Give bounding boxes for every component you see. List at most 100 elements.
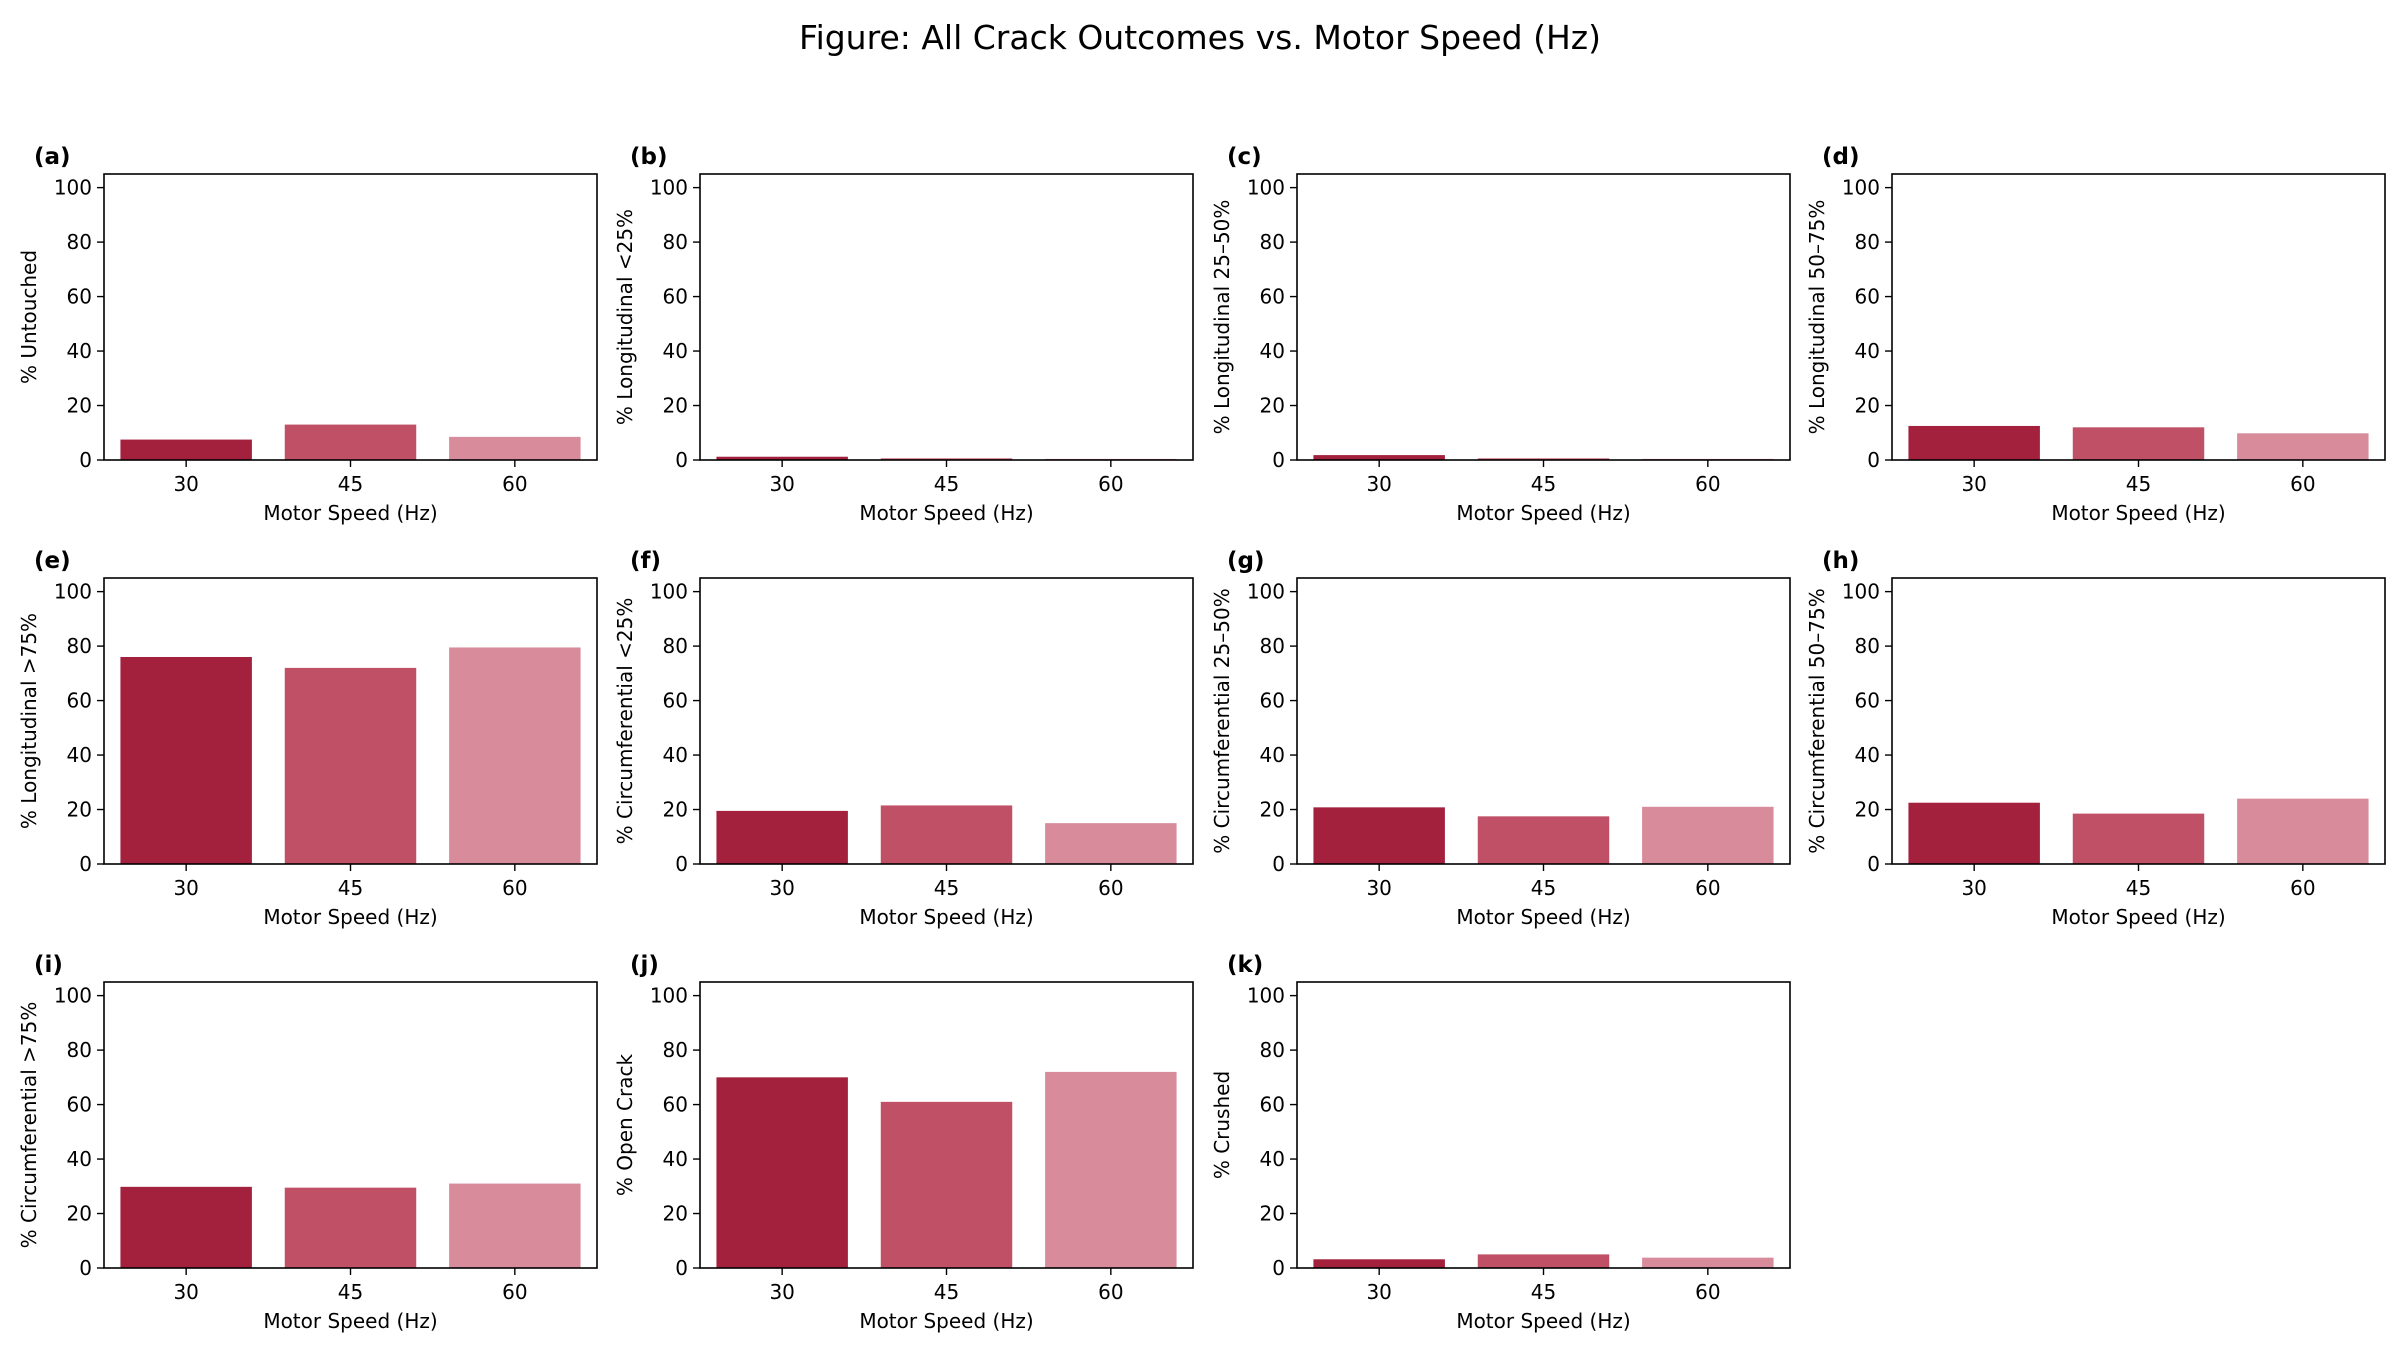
bar-45	[1477, 1254, 1610, 1268]
x-tick-label: 45	[338, 472, 363, 496]
y-tick-label: 100	[650, 984, 688, 1008]
x-axis-label: Motor Speed (Hz)	[2051, 905, 2225, 929]
bar-60	[1642, 806, 1774, 864]
x-tick-label: 45	[338, 876, 363, 900]
y-tick-label: 0	[675, 1256, 688, 1280]
y-tick-label: 80	[663, 1038, 688, 1062]
x-tick-label: 30	[173, 1280, 198, 1304]
x-tick-label: 45	[1531, 1280, 1556, 1304]
y-tick-label: 60	[1855, 285, 1880, 309]
y-tick-label: 0	[1272, 852, 1285, 876]
y-tick-label: 100	[1842, 580, 1880, 604]
bar-30	[120, 656, 252, 864]
panel-label: (i)	[34, 952, 63, 978]
bar-60	[1045, 823, 1177, 864]
axes-frame	[699, 173, 1194, 461]
subplot-d: 0 20 40 60 80 100 30 45 60 Motor Speed (Hz) % Long…	[1805, 144, 2386, 525]
panel-label: (f)	[630, 548, 661, 574]
y-tick-label: 40	[67, 339, 92, 363]
y-tick-label: 60	[67, 285, 92, 309]
y-tick-label: 60	[67, 689, 92, 713]
panel-label: (b)	[630, 144, 668, 170]
subplot-a: 0 20 40 60 80 100 30 45 60 Motor Speed (Hz) % Unto…	[17, 144, 598, 525]
x-tick-label: 45	[2126, 876, 2151, 900]
x-tick-label: 45	[934, 876, 959, 900]
x-tick-label: 45	[2126, 472, 2151, 496]
y-tick-label: 0	[1867, 448, 1880, 472]
bar-30	[1908, 802, 2040, 864]
y-axis-label: % Untouched	[17, 250, 41, 384]
x-tick-label: 45	[1531, 876, 1556, 900]
y-axis-label: % Circumferential 50–75%	[1805, 588, 1829, 853]
y-tick-label: 20	[1855, 798, 1880, 822]
x-tick-label: 30	[1366, 1280, 1391, 1304]
x-tick-label: 30	[769, 472, 794, 496]
y-tick-label: 40	[663, 339, 688, 363]
x-axis-label: Motor Speed (Hz)	[859, 1309, 1033, 1333]
bar-30	[716, 456, 848, 460]
y-tick-label: 80	[67, 1038, 92, 1062]
y-tick-label: 100	[54, 984, 92, 1008]
x-tick-label: 60	[1098, 876, 1123, 900]
y-axis-label: % Longitudinal 50–75%	[1805, 200, 1829, 435]
panel-label: (a)	[34, 144, 71, 170]
subplot-i: 0 20 40 60 80 100 30 45 60 Motor Speed (Hz) % Circ…	[17, 952, 598, 1333]
y-tick-label: 20	[663, 1202, 688, 1226]
panel-label: (d)	[1822, 144, 1860, 170]
y-tick-label: 20	[67, 1202, 92, 1226]
y-tick-label: 60	[1260, 285, 1285, 309]
subplot-c: 0 20 40 60 80 100 30 45 60 Motor Speed (Hz) % Long…	[1210, 144, 1791, 525]
y-tick-label: 20	[67, 798, 92, 822]
y-tick-label: 40	[1855, 339, 1880, 363]
x-axis-label: Motor Speed (Hz)	[1456, 501, 1630, 525]
y-tick-label: 20	[67, 394, 92, 418]
y-axis-label: % Circumferential >75%	[17, 1002, 41, 1249]
x-tick-label: 60	[1098, 472, 1123, 496]
bar-45	[880, 805, 1013, 864]
x-axis-label: Motor Speed (Hz)	[2051, 501, 2225, 525]
y-tick-label: 100	[54, 580, 92, 604]
y-tick-label: 80	[1260, 1038, 1285, 1062]
y-tick-label: 20	[1260, 1202, 1285, 1226]
x-tick-label: 60	[1695, 876, 1720, 900]
bar-60	[1642, 1257, 1774, 1268]
y-tick-label: 20	[663, 394, 688, 418]
y-tick-label: 20	[1260, 394, 1285, 418]
x-axis-label: Motor Speed (Hz)	[859, 905, 1033, 929]
y-tick-label: 20	[1855, 394, 1880, 418]
bar-45	[2072, 427, 2205, 460]
y-tick-label: 40	[663, 1147, 688, 1171]
axes-frame	[1891, 173, 2386, 461]
y-tick-label: 40	[1260, 743, 1285, 767]
x-tick-label: 30	[173, 472, 198, 496]
bar-60	[449, 647, 581, 864]
x-tick-label: 30	[1961, 876, 1986, 900]
x-tick-label: 30	[769, 1280, 794, 1304]
axes-frame	[1296, 981, 1791, 1269]
y-tick-label: 100	[1247, 580, 1285, 604]
panel-label: (j)	[630, 952, 659, 978]
y-tick-label: 60	[663, 285, 688, 309]
bar-45	[2072, 813, 2205, 864]
y-tick-label: 100	[650, 176, 688, 200]
y-tick-label: 100	[650, 580, 688, 604]
x-tick-label: 45	[934, 1280, 959, 1304]
y-tick-label: 80	[663, 230, 688, 254]
x-tick-label: 30	[1366, 472, 1391, 496]
y-tick-label: 80	[663, 634, 688, 658]
subplot-j: 0 20 40 60 80 100 30 45 60 Motor Speed (Hz) % Open…	[613, 952, 1194, 1333]
panel-label: (e)	[34, 548, 71, 574]
y-axis-label: % Circumferential <25%	[613, 598, 637, 845]
bar-30	[1313, 807, 1445, 864]
x-tick-label: 30	[1366, 876, 1391, 900]
y-tick-label: 60	[1260, 689, 1285, 713]
y-tick-label: 40	[1260, 339, 1285, 363]
y-tick-label: 80	[67, 230, 92, 254]
y-tick-label: 60	[67, 1093, 92, 1117]
bar-45	[1477, 816, 1610, 864]
x-axis-label: Motor Speed (Hz)	[859, 501, 1033, 525]
y-tick-label: 80	[1260, 230, 1285, 254]
bar-30	[120, 439, 252, 460]
x-tick-label: 30	[173, 876, 198, 900]
